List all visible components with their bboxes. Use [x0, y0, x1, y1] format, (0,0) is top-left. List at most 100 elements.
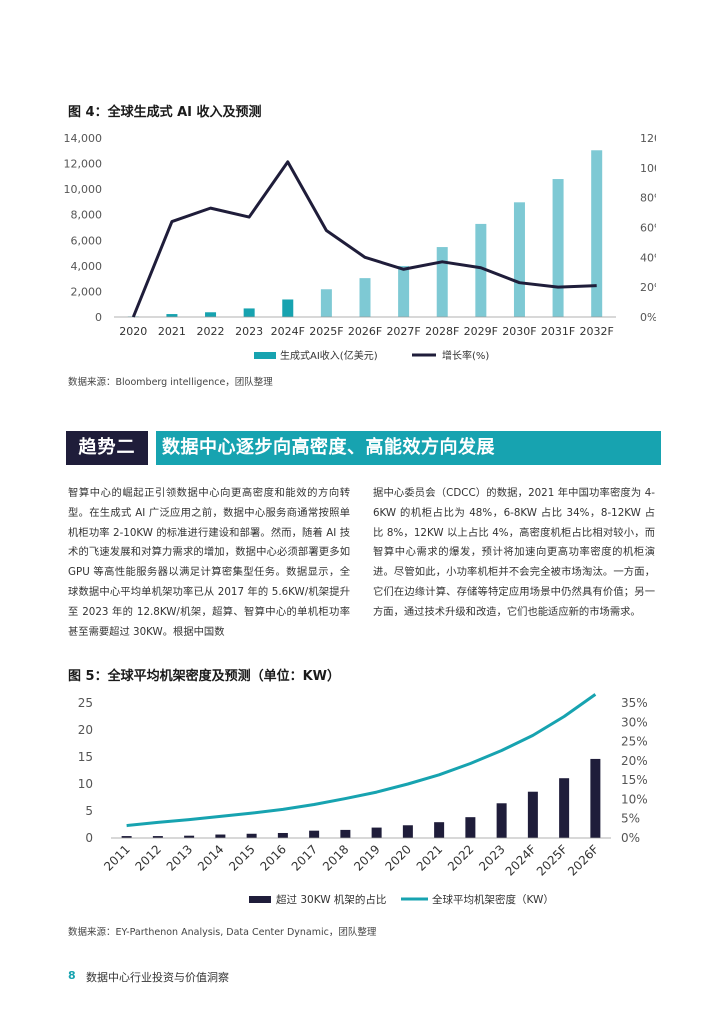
high-density-share-bar: [121, 836, 132, 838]
revenue-bar: [282, 299, 294, 317]
revenue-bar: [436, 247, 448, 317]
x-tick-label: 2020: [119, 325, 147, 338]
y-right-tick-label: 20%: [640, 281, 656, 294]
rack-density-line: [126, 693, 597, 828]
revenue-bar: [359, 278, 371, 317]
x-tick-label: 2028F: [425, 325, 459, 338]
y-right-tick-label: 40%: [640, 251, 656, 264]
high-density-share-bar: [559, 778, 570, 838]
y-right-tick-label: 30%: [621, 715, 648, 729]
y-left-tick-label: 10,000: [64, 183, 103, 196]
x-tick-label: 2013: [164, 842, 195, 873]
y-right-tick-label: 0%: [640, 311, 656, 324]
y-left-tick-label: 0: [95, 311, 102, 324]
y-left-tick-label: 5: [85, 804, 93, 818]
high-density-share-bar: [496, 803, 507, 838]
figure5-source: 数据来源：EY-Parthenon Analysis, Data Center …: [68, 927, 377, 938]
revenue-bar: [591, 150, 603, 317]
figure4-title: 图 4：全球生成式 AI 收入及预测: [68, 105, 262, 120]
body-column-left: 智算中心的崛起正引领数据中心向更高密度和能效的方向转型。在生成式 AI 广泛应用…: [68, 487, 350, 638]
revenue-bar: [166, 314, 178, 317]
high-density-share-bar: [371, 827, 382, 838]
y-left-tick-label: 12,000: [64, 158, 103, 171]
section-title: 数据中心逐步向高密度、高能效方向发展: [156, 431, 661, 465]
x-tick-label: 2020: [382, 842, 413, 873]
legend-swatch-revenue: [254, 352, 276, 359]
figure4-source: 数据来源：Bloomberg intelligence，团队整理: [68, 377, 273, 388]
x-tick-label: 2024F: [271, 325, 305, 338]
revenue-bar: [475, 223, 487, 317]
high-density-share-bar: [215, 834, 226, 838]
high-density-share-bar: [340, 829, 351, 838]
y-right-tick-label: 80%: [640, 192, 656, 205]
x-tick-label: 2022: [197, 325, 225, 338]
x-tick-label: 2029F: [464, 325, 498, 338]
revenue-bar: [320, 289, 332, 317]
section-tag: 趋势二: [66, 431, 148, 465]
y-left-tick-label: 2,000: [71, 285, 103, 298]
high-density-share-bar: [277, 832, 288, 838]
revenue-bar: [513, 202, 525, 317]
high-density-share-bar: [590, 758, 601, 838]
y-left-tick-label: 6,000: [71, 234, 103, 247]
x-tick-label: 2027F: [386, 325, 420, 338]
x-tick-label: 2016: [257, 842, 288, 873]
y-right-tick-label: 0%: [621, 831, 640, 845]
y-left-tick-label: 4,000: [71, 260, 103, 273]
legend-label-share: 超过 30KW 机架的占比: [276, 893, 386, 906]
page-number: 8: [68, 969, 76, 982]
x-tick-label: 2017: [289, 842, 320, 873]
x-tick-label: 2022: [445, 842, 476, 873]
figure4-chart: 0 2,000 4,000 6,000 8,000 10,000 12,000 14,000 0…: [64, 132, 657, 362]
y-left-tick-label: 14,000: [64, 132, 103, 145]
x-tick-label: 2032F: [580, 325, 614, 338]
y-right-tick-label: 5%: [621, 812, 640, 826]
x-tick-label: 2021: [158, 325, 186, 338]
growth-rate-line: [131, 160, 597, 318]
y-left-tick-label: 10: [78, 777, 93, 791]
x-tick-label: 2025F: [309, 325, 343, 338]
revenue-bar: [243, 308, 255, 317]
high-density-share-bar: [184, 835, 195, 838]
legend-label-revenue: 生成式AI收入(亿美元): [280, 349, 378, 362]
figure5-chart: 0 5 10 15 20 25 0% 5% 10% 15% 20% 25% 30% 35% 2011 2012…: [78, 693, 648, 906]
high-density-share-bar: [465, 817, 476, 838]
x-tick-label: 2018: [320, 842, 351, 873]
y-right-tick-label: 10%: [621, 792, 648, 806]
x-tick-label: 2019: [351, 842, 382, 873]
y-left-tick-label: 20: [78, 723, 93, 737]
y-right-tick-label: 25%: [621, 735, 648, 749]
figure5-title: 图 5：全球平均机架密度及预测（单位：KW）: [68, 669, 340, 684]
high-density-share-bar: [527, 791, 538, 838]
high-density-share-bar: [152, 836, 163, 838]
x-tick-label: 2015: [226, 842, 257, 873]
y-right-tick-label: 15%: [621, 773, 648, 787]
x-tick-label: 2023: [235, 325, 263, 338]
revenue-bar: [205, 312, 217, 317]
section-banner: 趋势二 数据中心逐步向高密度、高能效方向发展: [66, 431, 661, 465]
y-right-tick-label: 60%: [640, 222, 656, 235]
legend-label-growth: 增长率(%): [442, 349, 489, 362]
x-tick-label: 2031F: [541, 325, 575, 338]
x-tick-label: 2021: [414, 842, 445, 873]
x-tick-label: 2030F: [502, 325, 536, 338]
y-right-tick-label: 100%: [640, 162, 656, 175]
body-column-right: 据中心委员会（CDCC）的数据，2021 年中国功率密度为 4-6KW 的机柜占…: [373, 487, 655, 618]
high-density-share-bar: [402, 825, 413, 838]
legend-label-density: 全球平均机架密度（KW）: [432, 893, 554, 906]
high-density-share-bar: [309, 830, 320, 838]
y-right-tick-label: 20%: [621, 754, 648, 768]
x-tick-label: 2014: [195, 842, 226, 873]
revenue-bar: [398, 265, 410, 317]
footer-text: 数据中心行业投资与价值洞察: [86, 971, 229, 984]
y-left-tick-label: 25: [78, 696, 93, 710]
x-tick-label: 2026F: [565, 842, 601, 878]
x-tick-label: 2011: [101, 842, 132, 873]
revenue-bar: [552, 179, 564, 317]
x-tick-label: 2026F: [348, 325, 382, 338]
y-right-tick-label: 120%: [640, 132, 656, 145]
y-left-tick-label: 0: [85, 831, 93, 845]
x-tick-label: 2012: [132, 842, 163, 873]
high-density-share-bar: [246, 833, 257, 838]
x-tick-label: 2025F: [534, 842, 570, 878]
